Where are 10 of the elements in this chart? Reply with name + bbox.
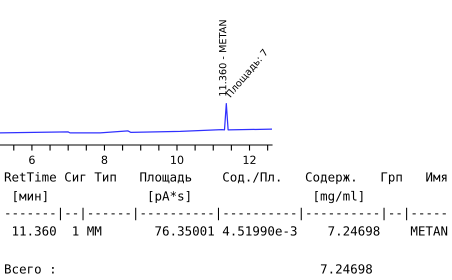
x-tick-label: 8 xyxy=(102,156,108,164)
text: Всего : 7.24698 xyxy=(5,264,372,274)
text: 11.360 1 MM 76.35001 4.51990e-3 7.24698 METAN xyxy=(13,226,448,236)
x-tick-label: 12 xyxy=(244,156,256,164)
text: RetTime Сиг Тип Площадь Сод./Пл. Содерж. Грп Имя xyxy=(4,172,446,184)
text: [мин] [pA*s] [mg/ml] xyxy=(14,190,362,204)
annotation: 11.360 - METAN xyxy=(218,20,226,96)
x-tick-label: 10 xyxy=(171,156,184,164)
text: -------|--|------|----------|----------|----------|--|----- xyxy=(6,208,446,220)
x-tick-label: 6 xyxy=(29,156,35,164)
